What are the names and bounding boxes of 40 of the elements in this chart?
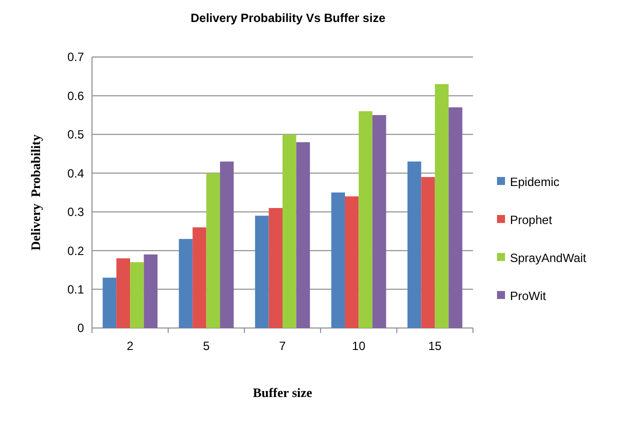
x-axis-title: Buffer size: [252, 385, 312, 400]
bar: [116, 258, 130, 328]
bar: [448, 107, 462, 328]
bar: [344, 196, 359, 328]
x-tick-label: 7: [279, 339, 286, 353]
bar: [144, 254, 158, 328]
legend-label: ProWit: [510, 289, 547, 304]
y-tick-label: 0: [77, 321, 84, 336]
bar: [331, 192, 345, 328]
y-tick-label: 0.6: [67, 88, 84, 103]
legend-label: Prophet: [510, 213, 553, 228]
y-tick-label: 0.1: [67, 282, 84, 296]
y-tick-label: 0.7: [67, 50, 84, 64]
y-tick-label: 0.3: [67, 205, 84, 220]
bar: [434, 84, 449, 328]
bar: [421, 177, 435, 328]
bar: [268, 208, 282, 328]
chart-title: Delivery Probability Vs Buffer size: [190, 11, 386, 25]
y-axis-title: Delivery Probability: [28, 134, 43, 251]
legend-label: SprayAndWait: [510, 251, 587, 266]
bar: [372, 115, 386, 328]
bar: [407, 162, 422, 328]
legend-label: Epidemic: [510, 175, 560, 190]
bar: [206, 173, 220, 328]
y-tick-label: 0.5: [67, 128, 84, 142]
y-tick-label: 0.4: [67, 166, 84, 180]
x-tick-label: 2: [126, 339, 134, 353]
bar: [282, 134, 296, 328]
x-tick-label: 5: [202, 339, 210, 353]
x-tick-label: 10: [352, 339, 366, 353]
bar: [178, 238, 193, 328]
bar: [255, 216, 269, 328]
x-tick-label: 15: [428, 339, 442, 353]
bar: [102, 278, 116, 328]
bar: [130, 262, 144, 328]
bar: [358, 111, 372, 328]
bar: [296, 142, 310, 328]
y-tick-label: 0.2: [67, 244, 84, 258]
bar: [192, 227, 206, 328]
bar: [220, 162, 234, 328]
